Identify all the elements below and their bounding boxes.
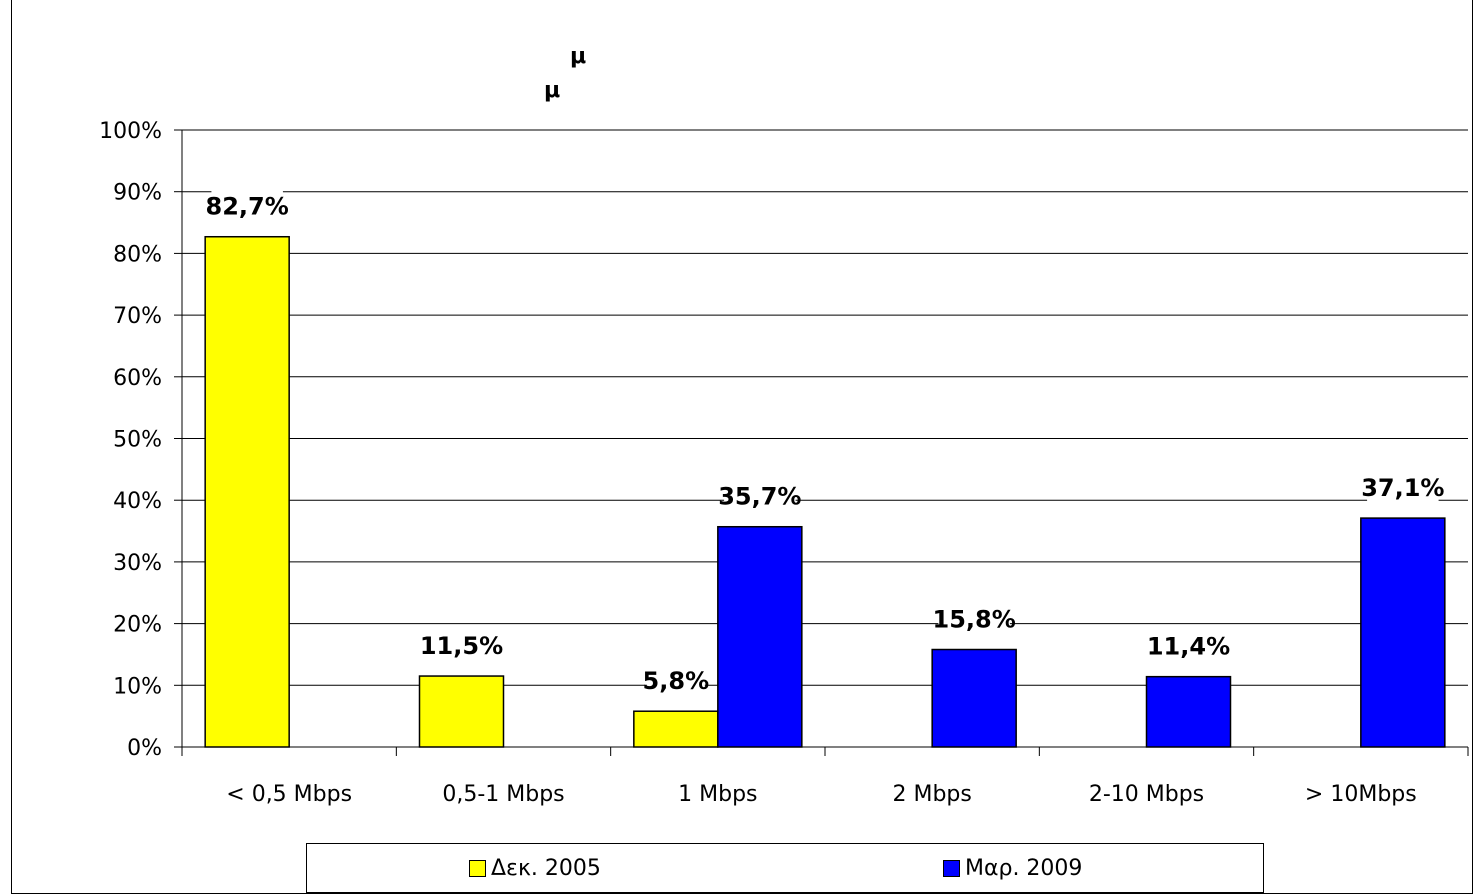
y-tick-label: 70%	[113, 304, 162, 329]
title-glyph-1: μ	[570, 44, 587, 69]
x-tick-label: 2-10 Mbps	[1089, 782, 1204, 807]
data-label-bg	[1152, 630, 1225, 661]
x-tick-label: > 10Mbps	[1305, 782, 1417, 807]
data-label-bg	[646, 665, 705, 696]
legend-label-mar-2009: Μαρ. 2009	[965, 856, 1083, 881]
y-tick-label: 10%	[113, 674, 162, 699]
data-label: 11,4%	[1147, 633, 1230, 661]
y-tick-label: 60%	[113, 366, 162, 391]
x-tick-label: 0,5-1 Mbps	[442, 782, 564, 807]
x-tick-label: < 0,5 Mbps	[226, 782, 352, 807]
y-tick-label: 100%	[99, 119, 162, 144]
y-tick-label: 0%	[127, 736, 162, 761]
data-label: 82,7%	[206, 193, 289, 221]
legend-item-mar-2009: Μαρ. 2009	[943, 856, 1082, 881]
data-label: 15,8%	[933, 606, 1016, 634]
legend-label-dec-2005: Δεκ. 2005	[491, 856, 601, 881]
data-label-bg	[938, 603, 1010, 634]
bar	[418, 675, 505, 748]
data-label-bg	[1367, 472, 1439, 503]
data-label: 37,1%	[1361, 474, 1444, 502]
y-tick-label: 20%	[113, 613, 162, 638]
data-label: 5,8%	[643, 667, 710, 695]
y-tick-label: 30%	[113, 551, 162, 576]
y-tick-label: 40%	[113, 489, 162, 514]
data-label-bg	[211, 190, 283, 221]
legend-swatch-mar-2009	[943, 860, 960, 877]
data-label: 35,7%	[718, 483, 801, 511]
y-tick-label: 90%	[113, 181, 162, 206]
bar	[931, 648, 1017, 748]
data-label-bg	[724, 480, 796, 511]
bar	[717, 525, 803, 748]
x-tick-label: 2 Mbps	[892, 782, 971, 807]
bar-chart: 0% 10% 20% 30% 40% 50% 60% 70% 80% 90% 100% < 0,5 M…	[99, 119, 1469, 807]
bar	[633, 710, 719, 748]
chart-frame	[11, 0, 1473, 894]
bar	[1360, 517, 1446, 748]
bar	[1145, 675, 1232, 748]
bar	[204, 235, 290, 748]
legend-item-dec-2005: Δεκ. 2005	[469, 856, 601, 881]
data-label: 11,5%	[420, 632, 503, 660]
y-tick-label: 50%	[113, 428, 162, 453]
legend-swatch-dec-2005	[469, 860, 486, 877]
legend: Δεκ. 2005 Μαρ. 2009	[306, 843, 1264, 893]
data-label-bg	[425, 630, 498, 661]
title-glyph-2: μ	[544, 78, 561, 103]
y-tick-label: 80%	[113, 242, 162, 267]
x-tick-label: 1 Mbps	[678, 782, 757, 807]
